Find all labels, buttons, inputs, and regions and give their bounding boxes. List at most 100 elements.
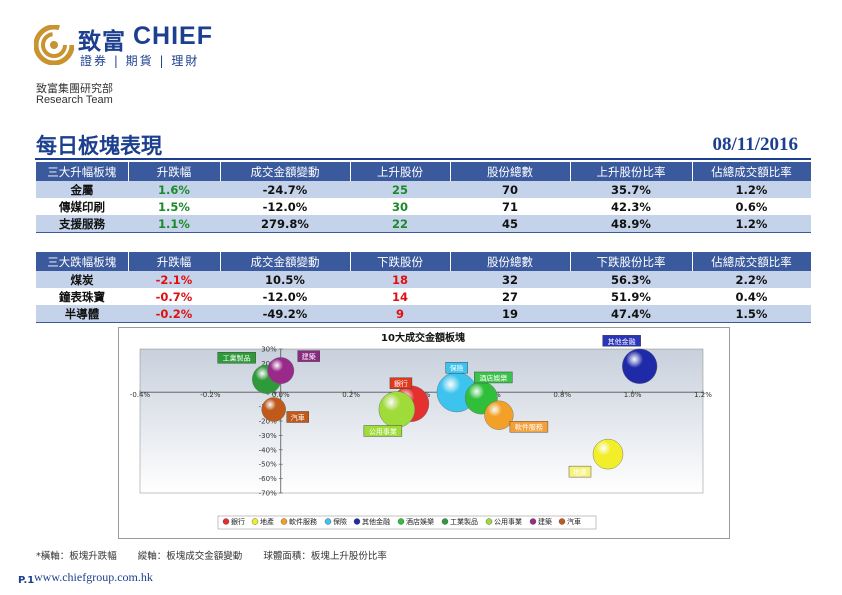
turnover-share: 1.5% — [692, 305, 811, 323]
brand-name-cn: 致富 — [78, 29, 126, 55]
col-header: 成交金額變動 — [220, 162, 351, 181]
bubble-label-box — [568, 465, 592, 478]
bubble-label-box — [509, 421, 549, 433]
legend-marker — [251, 518, 259, 525]
bubble-chart: 10大成交金額板塊-0.4%-0.2%0.0%0.2%0.4%0.6%0.8%1… — [130, 331, 712, 530]
y-tick-label: -60% — [259, 475, 277, 483]
bubble-label-box — [445, 362, 468, 374]
table-row: 金屬 1.6% -24.7% 25 70 35.7% 1.2% — [36, 181, 811, 198]
advancing-count: 25 — [350, 181, 450, 198]
total-count: 19 — [450, 305, 570, 323]
legend-marker — [324, 518, 332, 525]
total-count: 27 — [450, 288, 570, 305]
col-header: 三大跌幅板塊 — [36, 252, 129, 271]
bubble-label-box — [389, 377, 413, 389]
declining-ratio: 56.3% — [570, 271, 692, 288]
bubble-label: 汽車 — [291, 413, 305, 422]
y-tick-label: -30% — [259, 432, 277, 440]
department-en: Research Team — [36, 94, 113, 106]
website-link[interactable]: www.chiefgroup.com.hk — [34, 570, 153, 584]
bubble-9 — [261, 397, 286, 422]
table-header-row: 三大升幅板塊 升跌幅 成交金額變動 上升股份 股份總數 上升股份比率 佔總成交額… — [36, 162, 812, 181]
bubble-label: 地產 — [573, 468, 587, 477]
total-count: 32 — [450, 271, 570, 288]
bubble-label-box — [474, 371, 513, 384]
bubble-label-box — [602, 335, 641, 347]
y-tick-label: 30% — [261, 346, 277, 354]
turnover-share: 2.2% — [692, 271, 811, 288]
page-title: 每日板塊表現 — [36, 134, 162, 158]
col-header: 升跌幅 — [128, 252, 221, 271]
bubble-4 — [622, 348, 658, 384]
department-cn: 致富集團研究部 — [36, 82, 113, 95]
col-header: 下跌股份 — [350, 252, 451, 271]
legend-label: 其他金融 — [362, 517, 390, 526]
table-row: 半導體 -0.2% -49.2% 9 19 47.4% 1.5% — [36, 305, 811, 323]
col-header: 佔總成交額比率 — [692, 162, 812, 181]
advancing-ratio: 35.7% — [570, 181, 692, 198]
page-number: P.1 — [18, 575, 35, 586]
bubble-label-box — [217, 352, 256, 364]
table-row: 煤炭 -2.1% 10.5% 18 32 56.3% 2.2% — [36, 271, 811, 288]
turnover-change: 279.8% — [220, 215, 350, 233]
top-gainers-table: 三大升幅板塊 升跌幅 成交金額變動 上升股份 股份總數 上升股份比率 佔總成交額… — [36, 162, 812, 233]
change-pct: 1.5% — [128, 198, 220, 215]
bubble-label: 其他金融 — [608, 337, 636, 346]
page-date: 08/11/2016 — [712, 134, 798, 155]
x-tick-label: 0.0% — [272, 391, 290, 399]
declining-ratio: 51.9% — [570, 288, 692, 305]
sector-name: 金屬 — [36, 181, 128, 198]
total-count: 45 — [450, 215, 570, 233]
sector-name: 煤炭 — [36, 271, 128, 288]
advancing-count: 30 — [350, 198, 450, 215]
turnover-change: -49.2% — [220, 305, 350, 323]
legend-label: 工業製品 — [450, 517, 478, 526]
advancing-ratio: 42.3% — [570, 198, 692, 215]
bubble-label: 建築 — [302, 352, 316, 361]
title-divider — [35, 158, 811, 160]
col-header: 上升股份比率 — [570, 162, 693, 181]
change-pct: -2.1% — [128, 271, 220, 288]
legend-label: 建築 — [538, 517, 552, 526]
col-header: 股份總數 — [450, 252, 571, 271]
bubble-label: 公用事業 — [369, 427, 397, 436]
plot-area — [139, 348, 704, 494]
bubble-label: 保險 — [450, 364, 464, 373]
x-tick-label: 1.2% — [694, 391, 712, 399]
legend-marker — [353, 518, 361, 525]
bubble-1 — [592, 438, 624, 470]
x-tick-label: -0.2% — [200, 391, 221, 399]
legend-label: 酒店娛樂 — [406, 517, 434, 526]
table-row: 傳媒印刷 1.5% -12.0% 30 71 42.3% 0.6% — [36, 198, 811, 215]
bubble-label: 酒店娛樂 — [479, 373, 507, 382]
legend-label: 地產 — [260, 517, 274, 526]
col-header: 上升股份 — [350, 162, 451, 181]
col-header: 佔總成交額比率 — [692, 252, 812, 271]
chart-title: 10大成交金額板塊 — [381, 331, 465, 344]
col-header: 股份總數 — [450, 162, 571, 181]
turnover-change: -12.0% — [220, 198, 350, 215]
sector-name: 半導體 — [36, 305, 128, 323]
change-pct: -0.2% — [128, 305, 220, 323]
advancing-ratio: 48.9% — [570, 215, 692, 233]
chief-logo-icon — [34, 25, 74, 65]
legend-marker — [280, 518, 288, 525]
y-tick-label: -20% — [259, 418, 277, 426]
legend-label: 汽車 — [567, 517, 581, 526]
turnover-share: 0.4% — [692, 288, 811, 305]
change-pct: 1.6% — [128, 181, 220, 198]
col-header: 下跌股份比率 — [570, 252, 693, 271]
legend-marker — [441, 518, 449, 525]
bubble-2 — [484, 400, 514, 430]
y-tick-label: -70% — [259, 490, 277, 498]
bubble-7 — [378, 391, 416, 428]
legend-label: 銀行 — [231, 517, 245, 526]
declining-ratio: 47.4% — [570, 305, 692, 323]
y-tick-label: 20% — [261, 360, 277, 368]
table-row: 鐘表珠寶 -0.7% -12.0% 14 27 51.9% 0.4% — [36, 288, 811, 305]
total-count: 70 — [450, 181, 570, 198]
change-pct: -0.7% — [128, 288, 220, 305]
bubble-8 — [267, 357, 295, 384]
top-losers-table: 三大跌幅板塊 升跌幅 成交金額變動 下跌股份 股份總數 下跌股份比率 佔總成交額… — [36, 252, 812, 323]
y-tick-label: -40% — [259, 446, 277, 454]
